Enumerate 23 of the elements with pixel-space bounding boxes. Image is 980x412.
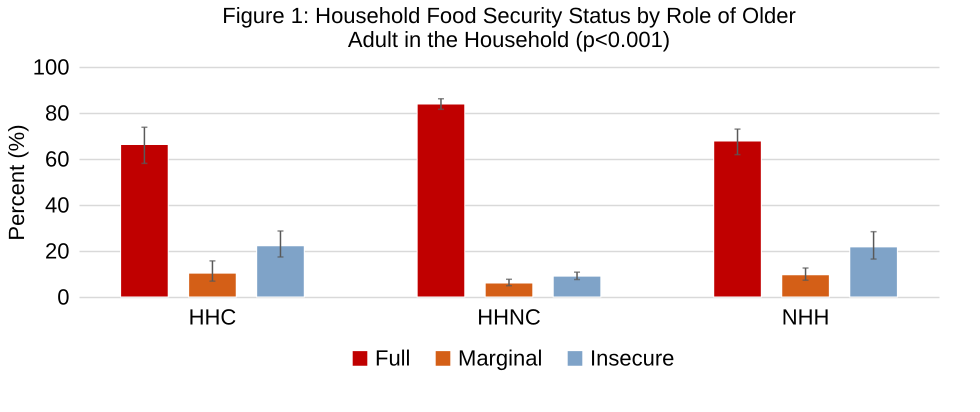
y-tick-label: 100 [32,54,70,80]
bar [552,276,602,298]
bar [713,140,762,298]
y-tick-label: 40 [45,192,70,218]
y-tick-label: 80 [45,100,70,126]
bar [484,282,534,298]
y-tick-label: 20 [45,238,70,264]
legend-label: Insecure [590,345,674,370]
bar [256,245,305,298]
bar [849,246,898,298]
bar [416,104,466,298]
y-tick-label: 60 [45,146,70,172]
x-tick-label: NHH [782,304,830,330]
x-tick-label: HHC [188,304,236,330]
bar [120,144,169,298]
chart-title: Figure 1: Household Food Security Status by Role of Older Adult in the Household (p<0.001) [222,3,796,52]
legend-label: Marginal [458,345,542,370]
x-tick-label: HHNC [477,304,541,330]
bar [781,274,830,298]
bar [188,272,237,298]
y-tick-label: 0 [57,284,70,310]
y-axis-title: Percent (%) [4,124,29,241]
legend-label: Full [375,345,410,370]
